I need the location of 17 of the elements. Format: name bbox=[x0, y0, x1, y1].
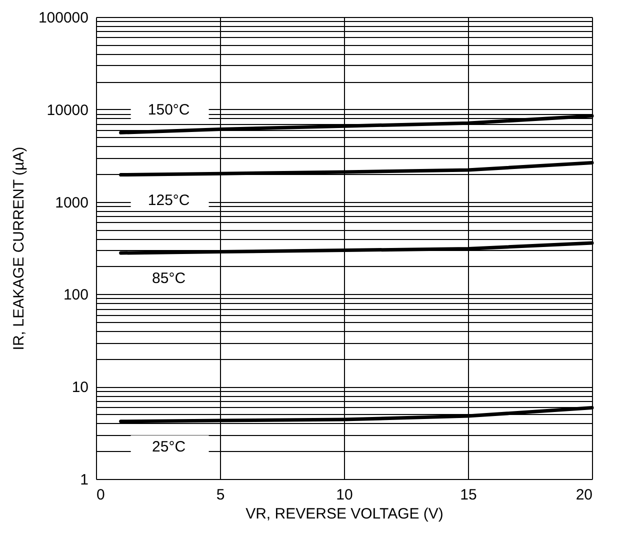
y-tick-label: 1000 bbox=[55, 194, 88, 212]
series-label: 150°C bbox=[148, 102, 190, 119]
series-label: 85°C bbox=[152, 270, 186, 288]
series-label: 125°C bbox=[148, 192, 190, 209]
y-tick-label: 10 bbox=[72, 379, 88, 396]
x-tick-label: 5 bbox=[216, 486, 225, 504]
x-tick-label: 20 bbox=[576, 486, 592, 504]
x-axis-title: VR, REVERSE VOLTAGE (V) bbox=[246, 506, 444, 522]
series-label: 25°C bbox=[152, 438, 186, 456]
x-tick-label: 15 bbox=[460, 486, 477, 504]
x-tick-label: 10 bbox=[336, 486, 353, 504]
x-tick-label: 0 bbox=[96, 486, 105, 504]
y-axis-title: IR, LEAKAGE CURRENT (µA) bbox=[10, 146, 28, 350]
y-tick-label: 100000 bbox=[38, 10, 88, 26]
y-tick-label: 100 bbox=[63, 286, 88, 304]
y-tick-label: 1 bbox=[80, 472, 88, 488]
y-tick-label: 10000 bbox=[46, 102, 88, 119]
